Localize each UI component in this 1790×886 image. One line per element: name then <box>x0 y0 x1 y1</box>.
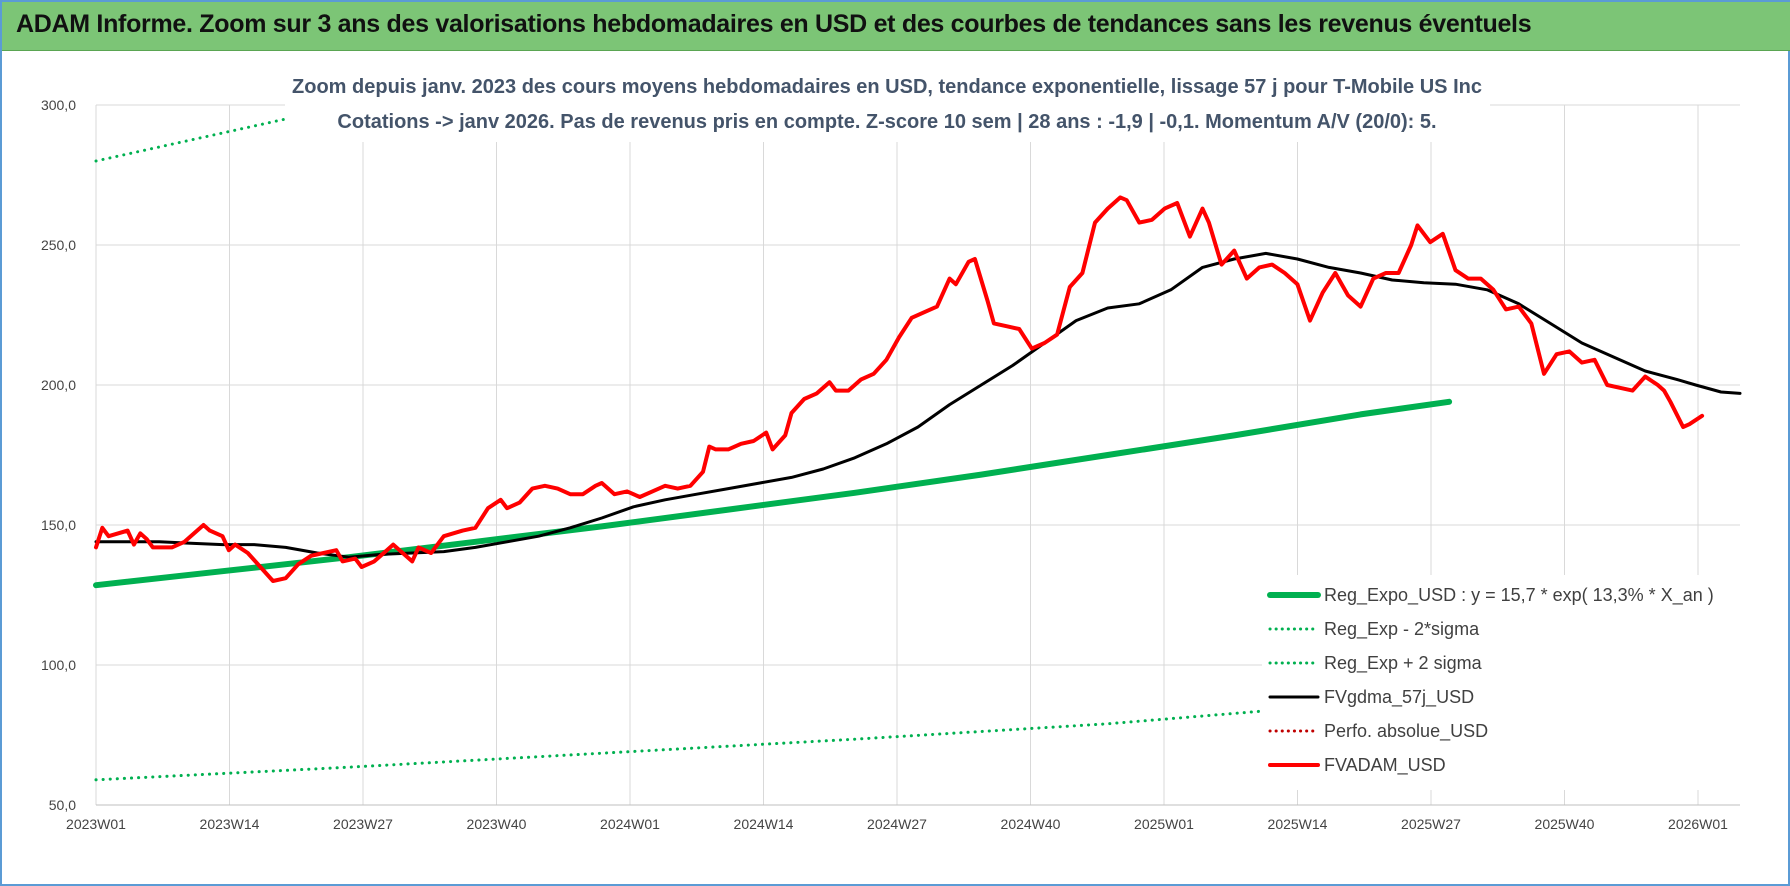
y-tick-label: 250,0 <box>41 237 76 253</box>
legend-label-fvadam: FVADAM_USD <box>1324 755 1446 776</box>
x-tick-label: 2023W40 <box>467 816 527 832</box>
subtitle-line-1: Zoom depuis janv. 2023 des cours moyens … <box>292 76 1482 98</box>
x-tick-label: 2023W14 <box>200 816 260 832</box>
title-banner: ADAM Informe. Zoom sur 3 ans des valoris… <box>2 2 1790 51</box>
page-title: ADAM Informe. Zoom sur 3 ans des valoris… <box>16 10 1532 38</box>
legend-label-fvgdma: FVgdma_57j_USD <box>1324 687 1474 708</box>
legend-background <box>1262 575 1740 790</box>
reg-expo-line <box>93 398 1453 589</box>
x-tick-label: 2025W27 <box>1401 816 1461 832</box>
x-tick-label: 2023W01 <box>66 816 126 832</box>
x-tick-label: 2026W01 <box>1668 816 1728 832</box>
chart-subtitle: Zoom depuis janv. 2023 des cours moyens … <box>285 66 1490 142</box>
x-axis-ticks: 2023W01 2023W14 2023W27 2023W40 2024W01 2024W… <box>66 816 1728 832</box>
y-tick-label: 50,0 <box>49 797 76 813</box>
y-axis-ticks: 50,0 100,0 150,0 200,0 250,0 300,0 <box>41 97 76 813</box>
y-tick-label: 150,0 <box>41 517 76 533</box>
fvgdma-line <box>94 251 1742 559</box>
legend-label-perfo: Perfo. absolue_USD <box>1324 721 1488 742</box>
legend-label-reg-expo: Reg_Expo_USD : y = 15,7 * exp( 13,3% * X… <box>1324 585 1714 606</box>
reg-exp-plus-line <box>94 100 357 163</box>
x-tick-label: 2024W14 <box>734 816 794 832</box>
legend: Reg_Expo_USD : y = 15,7 * exp( 13,3% * X… <box>1262 575 1740 790</box>
reg-exp-minus-line <box>94 694 1451 782</box>
y-tick-label: 300,0 <box>41 97 76 113</box>
x-tick-label: 2024W01 <box>600 816 660 832</box>
x-tick-label: 2024W27 <box>867 816 927 832</box>
legend-label-reg-exp-plus: Reg_Exp + 2 sigma <box>1324 653 1483 674</box>
x-tick-label: 2025W01 <box>1134 816 1194 832</box>
x-tick-label: 2023W27 <box>333 816 393 832</box>
fvadam-line <box>94 195 1705 583</box>
x-tick-label: 2025W40 <box>1535 816 1595 832</box>
subtitle-background <box>285 66 1490 142</box>
legend-label-reg-exp-minus: Reg_Exp - 2*sigma <box>1324 619 1480 640</box>
x-tick-label: 2024W40 <box>1001 816 1061 832</box>
subtitle-line-2: Cotations -> janv 2026. Pas de revenus p… <box>337 111 1436 133</box>
y-tick-label: 200,0 <box>41 377 76 393</box>
y-tick-label: 100,0 <box>41 657 76 673</box>
x-tick-label: 2025W14 <box>1268 816 1328 832</box>
series-lines <box>93 100 1742 782</box>
